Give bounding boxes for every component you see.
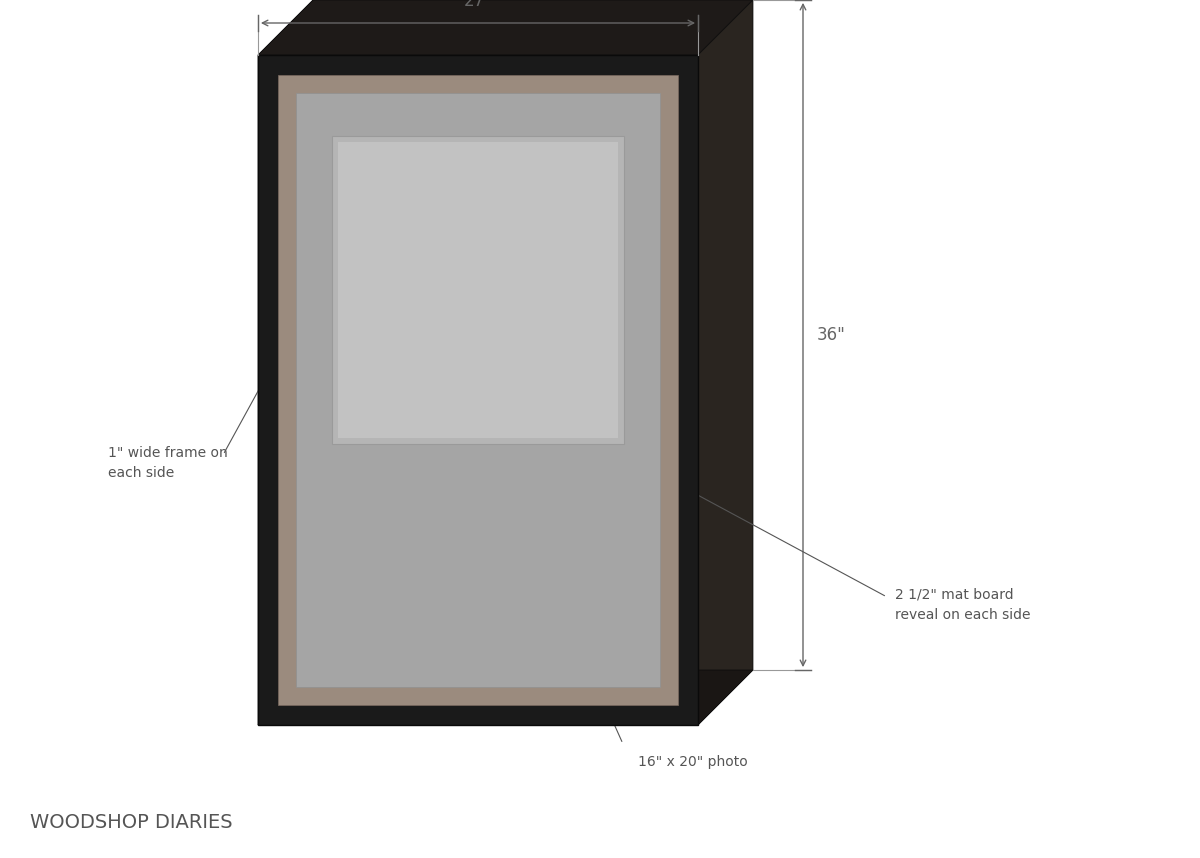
Polygon shape bbox=[258, 0, 754, 55]
Text: 27": 27" bbox=[463, 0, 492, 10]
Text: 2 1/2" mat board
reveal on each side: 2 1/2" mat board reveal on each side bbox=[895, 588, 1031, 622]
Text: WOODSHOP DIARIES: WOODSHOP DIARIES bbox=[30, 813, 233, 832]
Polygon shape bbox=[258, 0, 313, 725]
Bar bbox=[278, 75, 678, 705]
Text: 36": 36" bbox=[817, 326, 846, 344]
Polygon shape bbox=[258, 55, 698, 725]
Bar bbox=[332, 136, 624, 444]
Polygon shape bbox=[258, 670, 754, 725]
Polygon shape bbox=[698, 0, 754, 725]
Text: 16" x 20" photo: 16" x 20" photo bbox=[638, 755, 748, 769]
Bar bbox=[296, 93, 660, 687]
Text: 1" wide frame on
each side: 1" wide frame on each side bbox=[108, 445, 228, 480]
Bar bbox=[338, 142, 618, 438]
